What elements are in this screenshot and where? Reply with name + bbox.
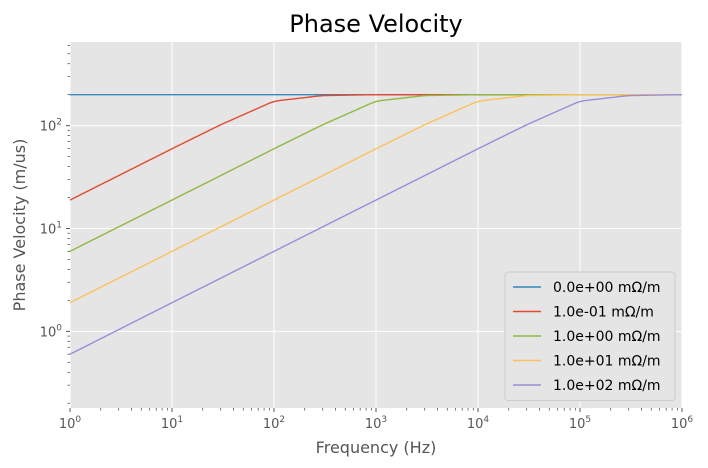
legend-label: 1.0e+00 mΩ/m xyxy=(553,329,661,345)
y-tick-label: 102 xyxy=(40,118,62,135)
x-tick-label: 102 xyxy=(263,415,285,432)
x-axis-label: Frequency (Hz) xyxy=(316,438,437,457)
x-tick-label: 105 xyxy=(569,415,591,432)
legend-label: 1.0e+02 mΩ/m xyxy=(553,378,661,394)
minor-ticks xyxy=(66,45,683,412)
y-tick-labels: 100 101 102 xyxy=(40,118,63,341)
series-line-4 xyxy=(69,93,683,355)
legend-box xyxy=(504,271,676,401)
legend-label: 1.0e+01 mΩ/m xyxy=(553,354,661,370)
series-lines xyxy=(69,93,683,355)
x-tick-label: 104 xyxy=(467,415,490,432)
legend-label: 1.0e-01 mΩ/m xyxy=(553,305,654,321)
y-axis-label: Phase Velocity (m/us) xyxy=(10,139,29,312)
chart-title: Phase Velocity xyxy=(289,10,462,38)
series-line-3 xyxy=(69,93,682,304)
legend: 0.0e+00 mΩ/m 1.0e-01 mΩ/m 1.0e+00 mΩ/m 1.0e… xyxy=(504,271,676,401)
legend-label: 0.0e+00 mΩ/m xyxy=(553,280,661,296)
grid-lines xyxy=(69,42,683,408)
x-tick-label: 103 xyxy=(365,415,387,432)
y-tick-label: 101 xyxy=(40,221,62,238)
y-tick-label: 100 xyxy=(40,323,63,340)
x-tick-labels: 100 101 102 103 104 105 106 xyxy=(59,415,694,432)
x-tick-label: 101 xyxy=(161,415,183,432)
x-tick-label: 106 xyxy=(671,415,694,432)
x-tick-label: 100 xyxy=(59,415,82,432)
